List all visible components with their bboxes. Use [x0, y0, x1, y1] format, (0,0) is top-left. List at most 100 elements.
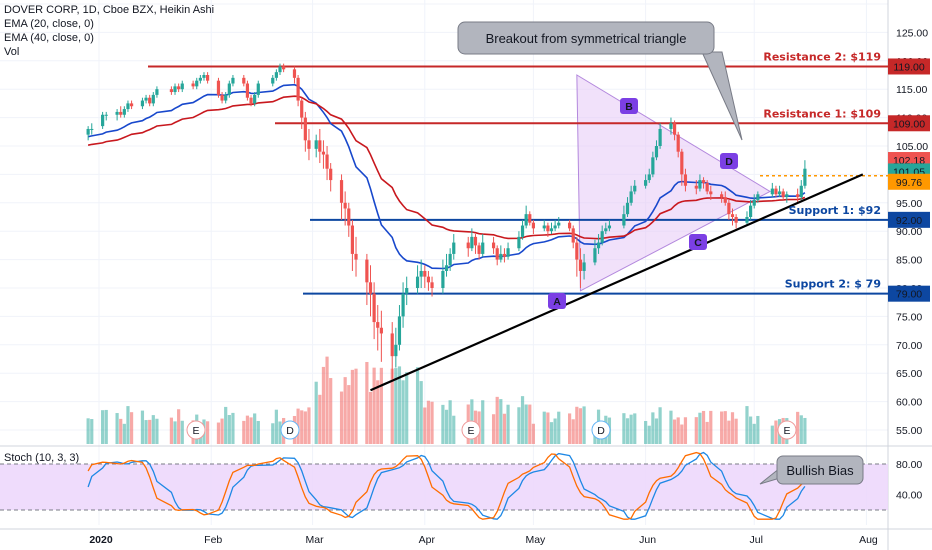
volume-bar [249, 417, 253, 444]
volume-bar [325, 356, 329, 444]
breakout-callout-text: Breakout from symmetrical triangle [486, 31, 687, 46]
price-label-box [888, 211, 930, 228]
breakout-callout-box [457, 21, 715, 55]
volume-bar [231, 412, 235, 444]
event-marker-label: E [467, 425, 474, 437]
candle [774, 188, 778, 195]
volume-bar [151, 415, 155, 444]
price-label-text: 79.00 [896, 289, 922, 301]
candle [307, 140, 311, 149]
candle [448, 253, 452, 266]
volume-bar [379, 367, 383, 444]
volume-bar [148, 419, 152, 444]
event-marker-label: D [597, 425, 605, 437]
time-tick-label: Jul [750, 534, 763, 546]
candles[interactable] [86, 63, 807, 379]
candle [368, 282, 373, 294]
candle [582, 262, 586, 271]
volume-bar [350, 369, 354, 444]
volume-bar [155, 418, 159, 444]
price-tick-label: 115.00 [896, 84, 927, 96]
volume-bar [553, 418, 557, 444]
candle [720, 194, 724, 198]
stoch-legend: Stoch (10, 3, 3) [4, 452, 80, 464]
candle [803, 168, 807, 186]
stoch-k-line [87, 451, 806, 520]
candle [531, 222, 535, 229]
time-tick-label: Mar [306, 534, 325, 546]
candle [245, 83, 250, 98]
earnings-marker [186, 420, 206, 440]
volume-bar [799, 415, 803, 444]
dividend-marker [280, 420, 300, 440]
volume-bar [303, 411, 307, 444]
volume-bar [452, 415, 456, 444]
pattern-point-b [620, 98, 638, 114]
candle [198, 77, 202, 81]
candle [155, 89, 159, 95]
candle [491, 242, 496, 249]
volume-bar [274, 409, 278, 444]
candle [607, 225, 612, 229]
resistance1-label: Resistance 1: $109 [763, 107, 881, 120]
volume-bar [368, 391, 373, 444]
volume-bar [578, 408, 583, 444]
candle [672, 123, 677, 135]
candle [177, 86, 181, 90]
time-tick-label: 2020 [89, 534, 113, 546]
candle [231, 77, 235, 84]
volume-bar [680, 424, 684, 444]
time-tick-label: Jun [639, 534, 656, 546]
volume-bar [709, 410, 713, 444]
candle [119, 111, 123, 115]
candle [644, 180, 648, 186]
volume-bar [752, 423, 756, 444]
candle [365, 259, 369, 283]
candle [129, 103, 134, 107]
candle [216, 80, 221, 95]
volume-bar [318, 394, 322, 444]
candle [781, 191, 785, 198]
candle [274, 72, 278, 78]
volume-bar [343, 377, 347, 444]
candle [647, 174, 651, 181]
candle [397, 316, 402, 345]
callouts: Breakout from symmetrical triangle Bullis… [457, 21, 864, 485]
candle [654, 146, 659, 158]
candle [745, 217, 749, 223]
volume-bar [745, 406, 749, 444]
pattern-points: A B C D [548, 98, 738, 309]
candle [148, 97, 152, 104]
volume-bar [542, 411, 546, 444]
candle [296, 77, 300, 101]
candle [499, 253, 503, 260]
time-tick-label: Aug [859, 534, 878, 546]
dividend-marker [591, 420, 611, 440]
volume-bar [256, 420, 260, 444]
volume-bar [115, 413, 119, 444]
volume-bar [448, 400, 452, 444]
candle [651, 157, 655, 175]
candle [571, 228, 575, 243]
candle [101, 114, 105, 127]
bullish-callout-box [776, 455, 864, 485]
candle [347, 208, 351, 226]
time-axis: 2020 Feb Mar Apr May Jun Jul Aug [89, 534, 878, 546]
ema40-legend: EMA (40, close, 0) [4, 32, 94, 44]
volume-bar [347, 385, 351, 444]
volume-bar [104, 409, 108, 444]
stoch-pane [0, 463, 888, 511]
trendline [370, 173, 864, 392]
candle [354, 253, 358, 260]
volume-bar [144, 420, 148, 444]
volume-bar [723, 411, 727, 444]
price-tick-label: 125.00 [896, 27, 928, 39]
candle [169, 89, 173, 93]
volume-bar [575, 406, 579, 444]
candle [90, 128, 94, 130]
candle [318, 140, 322, 152]
candle [140, 100, 145, 107]
time-tick-label: Feb [204, 534, 222, 546]
volume-bar [101, 410, 105, 444]
